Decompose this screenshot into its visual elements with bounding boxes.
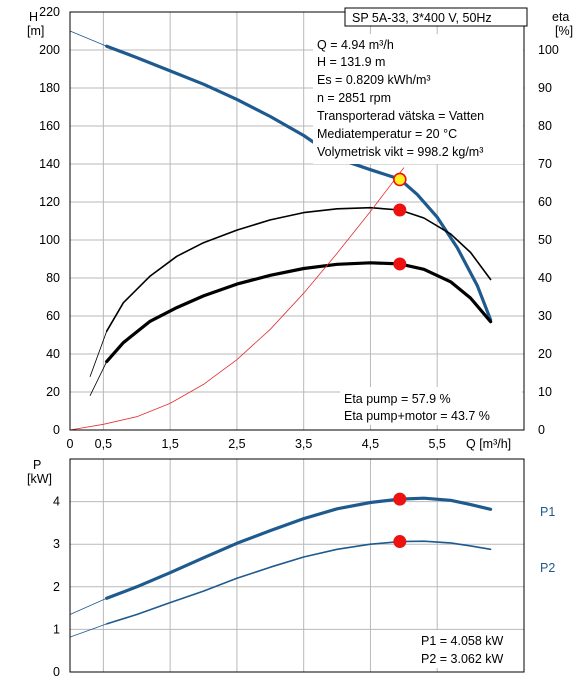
p2-curve-label: P2 xyxy=(540,561,555,575)
info-line-h: H = 131.9 m xyxy=(317,55,385,69)
eta-tick-label: 20 xyxy=(538,347,552,361)
p2-curve xyxy=(105,540,492,625)
top-chart-frame xyxy=(69,11,525,431)
p-axis-label: P xyxy=(33,458,41,472)
h-tick-label: 140 xyxy=(39,157,60,171)
eta-tick-label: 60 xyxy=(538,195,552,209)
p1-value-text: P1 = 4.058 kW xyxy=(421,634,504,648)
q-tick-label: 0,5 xyxy=(95,437,112,451)
eta-pump-curve xyxy=(105,206,492,332)
bottom-chart-grid xyxy=(70,459,524,672)
p-tick-label: 2 xyxy=(53,580,60,594)
eta-tick-label: 0 xyxy=(538,423,545,437)
eta-pump-motor-curve xyxy=(105,261,493,364)
eta-tick-label: 70 xyxy=(538,157,552,171)
p-tick-label: 3 xyxy=(53,537,60,551)
q-tick-label: 5,5 xyxy=(429,437,446,451)
eta-pump-text: Eta pump = 57.9 % xyxy=(344,392,451,406)
info-line-q: Q = 4.94 m³/h xyxy=(317,38,394,52)
q-tick-label: 1,5 xyxy=(161,437,178,451)
p2-value-text: P2 = 3.062 kW xyxy=(421,652,504,666)
eta-tick-label: 100 xyxy=(538,43,559,57)
p1-curve-label: P1 xyxy=(540,505,555,519)
q-tick-label: 0 xyxy=(67,437,74,451)
h-tick-label: 80 xyxy=(46,271,60,285)
info-line-liquid: Transporterad vätska = Vatten xyxy=(317,109,484,123)
bottom-chart-frame xyxy=(69,458,525,673)
extrapolation-line xyxy=(69,30,107,47)
h-tick-label: 220 xyxy=(39,5,60,19)
eta-tick-label: 80 xyxy=(538,119,552,133)
chart-title-box: SP 5A-33, 3*400 V, 50Hz xyxy=(344,7,528,27)
chart-title: SP 5A-33, 3*400 V, 50Hz xyxy=(352,11,492,25)
h-axis-unit: [m] xyxy=(27,24,44,38)
operating-point-marker xyxy=(393,535,407,549)
info-line-n: n = 2851 rpm xyxy=(317,91,391,105)
p-tick-label: 0 xyxy=(53,665,60,679)
info-line-temp: Mediatemperatur = 20 °C xyxy=(317,127,457,141)
eta-tick-label: 30 xyxy=(538,309,552,323)
p-tick-label: 1 xyxy=(53,622,60,636)
h-tick-label: 120 xyxy=(39,195,60,209)
bottom-chart-curves xyxy=(69,496,493,638)
h-tick-label: 20 xyxy=(46,385,60,399)
operating-point-marker xyxy=(393,257,407,271)
q-tick-label: 2,5 xyxy=(228,437,245,451)
q-tick-label: 4,5 xyxy=(362,437,379,451)
q-tick-label: 3,5 xyxy=(295,437,312,451)
h-tick-label: 200 xyxy=(39,43,60,57)
top-chart-tick-labels: 0 20 40 60 80 100 120 140 160 180 200 220 0 10 20 30 40 5… xyxy=(39,5,559,451)
eta-tick-label: 50 xyxy=(538,233,552,247)
eta-info-panel: Eta pump = 57.9 % Eta pump+motor = 43.7 … xyxy=(340,387,522,425)
extrapolation-line xyxy=(69,623,107,638)
h-tick-label: 100 xyxy=(39,233,60,247)
info-line-density: Volymetrisk vikt = 998.2 kg/m³ xyxy=(317,145,483,159)
power-info-panel: P1 = 4.058 kW P2 = 3.062 kW xyxy=(415,630,522,668)
h-tick-label: 0 xyxy=(53,423,60,437)
operating-point-marker xyxy=(393,203,407,217)
p-axis-unit: [kW] xyxy=(27,472,52,486)
extrapolation-line xyxy=(89,361,108,396)
h-axis-label: H xyxy=(29,10,38,24)
eta-tick-label: 10 xyxy=(538,385,552,399)
eta-axis-label: eta xyxy=(552,10,569,24)
system-curve xyxy=(69,167,405,431)
bottom-chart-operating-points xyxy=(393,492,407,549)
duty-point-marker xyxy=(393,172,407,187)
extrapolation-line xyxy=(89,331,108,377)
h-tick-label: 160 xyxy=(39,119,60,133)
eta-pump-motor-text: Eta pump+motor = 43.7 % xyxy=(344,409,490,423)
q-axis-label: Q [m³/h] xyxy=(466,437,511,451)
top-chart-operating-points xyxy=(393,172,407,271)
eta-tick-label: 40 xyxy=(538,271,552,285)
eta-tick-label: 90 xyxy=(538,81,552,95)
bottom-chart-tick-labels: 0 1 2 3 4 xyxy=(53,495,60,679)
h-tick-label: 40 xyxy=(46,347,60,361)
p1-curve xyxy=(105,496,493,600)
operating-point-marker xyxy=(393,492,407,506)
info-panel: Q = 4.94 m³/h H = 131.9 m Es = 0.8209 kW… xyxy=(313,34,523,164)
h-tick-label: 180 xyxy=(39,81,60,95)
p-tick-label: 4 xyxy=(53,495,60,509)
info-line-es: Es = 0.8209 kWh/m³ xyxy=(317,73,431,87)
eta-axis-unit: [%] xyxy=(555,24,573,38)
h-tick-label: 60 xyxy=(46,309,60,323)
extrapolation-line xyxy=(69,597,107,615)
